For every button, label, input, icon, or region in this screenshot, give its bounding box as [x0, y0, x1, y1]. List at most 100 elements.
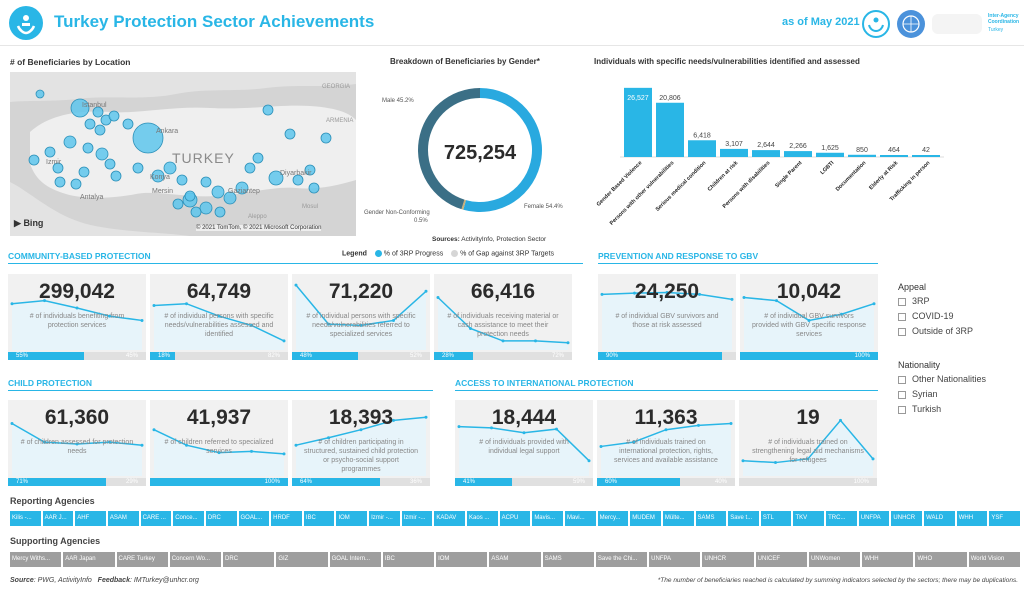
agency-tile[interactable]: AAR J...: [42, 511, 74, 526]
agency-tile[interactable]: Kaos ...: [467, 511, 498, 526]
agency-tile[interactable]: Conce...: [173, 511, 204, 526]
bar: [688, 140, 716, 157]
agency-tile[interactable]: Concern Wo...: [169, 552, 222, 567]
location-bubble: [199, 201, 213, 215]
agency-tile[interactable]: Kilis -...: [10, 511, 41, 526]
agency-tile[interactable]: Mercy Withs...: [10, 552, 62, 567]
checkbox-icon[interactable]: [898, 312, 906, 321]
agency-tile[interactable]: TRC...: [826, 511, 857, 526]
agency-tile[interactable]: Mavi...: [564, 511, 596, 526]
sparkline-area: [12, 300, 142, 350]
agency-tile[interactable]: Mülte...: [662, 511, 694, 526]
agency-tile[interactable]: ASAM: [107, 511, 139, 526]
appeal-option-outside[interactable]: Outside of 3RP: [898, 324, 1018, 339]
feedback-link[interactable]: IMTurkey@unhcr.org: [133, 577, 199, 584]
location-bubble: [214, 206, 226, 218]
agency-tile[interactable]: IBC: [303, 511, 335, 526]
agency-tile[interactable]: Mavis...: [532, 511, 563, 526]
agency-tile[interactable]: GIZ: [276, 552, 328, 567]
map-area[interactable]: TURKEY Istanbul Ankara Izmir Konya Antal…: [10, 72, 356, 236]
agency-tile[interactable]: Mercy...: [597, 511, 629, 526]
kpi-card[interactable]: 18,444 # of individuals provided with ind…: [455, 400, 593, 486]
appeal-option-covid[interactable]: COVID-19: [898, 309, 1018, 324]
nat-option-turkish[interactable]: Turkish: [898, 402, 1018, 417]
appeal-option-3rp[interactable]: 3RP: [898, 294, 1018, 309]
checkbox-icon[interactable]: [898, 375, 906, 384]
needs-chart[interactable]: 26,527 Gender Based Violence 20,806 Persons…: [590, 70, 1020, 240]
agency-tile[interactable]: IBC: [382, 552, 435, 567]
agency-tile[interactable]: IOM: [336, 511, 368, 526]
sparkline-point: [10, 422, 14, 425]
agency-tile[interactable]: Save t...: [728, 511, 759, 526]
agency-tile[interactable]: DRC: [223, 552, 275, 567]
agency-tile[interactable]: Izmir -...: [401, 511, 433, 526]
kpi-card[interactable]: 10,042 # of individual GBV survivors prov…: [740, 274, 878, 360]
agency-tile[interactable]: UNFPA: [649, 552, 701, 567]
agency-tile[interactable]: WHO: [915, 552, 967, 567]
agency-tile[interactable]: GOAL Intern...: [329, 552, 381, 567]
agency-tile[interactable]: UNHCR: [891, 511, 923, 526]
checkbox-icon[interactable]: [898, 405, 906, 414]
sparkline-point: [587, 459, 591, 463]
location-bubble: [308, 182, 320, 194]
kpi-card[interactable]: 11,363 # of individuals trained on intern…: [597, 400, 735, 486]
agency-tile[interactable]: AAR Japan: [63, 552, 115, 567]
agency-tile[interactable]: Save the Chi...: [595, 552, 648, 567]
kpi-card[interactable]: 61,360 # of children assessed for protect…: [8, 400, 146, 486]
bing-icon: ▶: [14, 218, 21, 228]
nat-option-syrian[interactable]: Syrian: [898, 387, 1018, 402]
checkbox-icon[interactable]: [898, 297, 906, 306]
kpi-value: 66,416: [470, 280, 536, 303]
agency-tile[interactable]: UNHCR: [702, 552, 754, 567]
agency-tile[interactable]: ASAM: [489, 552, 541, 567]
gender-donut[interactable]: 725,254 Male 45.2% Female 54.4% Gender N…: [364, 70, 580, 230]
kpi-card[interactable]: 64,749 # of individual persons with speci…: [150, 274, 288, 360]
agency-tile[interactable]: MUDEM: [630, 511, 661, 526]
agency-tile[interactable]: WHH: [862, 552, 914, 567]
agency-tile[interactable]: UNFPA: [858, 511, 890, 526]
agency-tile[interactable]: SAMS: [542, 552, 594, 567]
sparkline-point: [633, 291, 636, 295]
progress-bar: 90%: [598, 352, 736, 360]
agency-tile[interactable]: SAMS: [695, 511, 727, 526]
appeal-slicer: Appeal 3RP COVID-19 Outside of 3RP: [898, 282, 1018, 339]
kpi-card[interactable]: 71,220 # of individual persons with speci…: [292, 274, 430, 360]
agency-tile[interactable]: HRDF: [271, 511, 302, 526]
kpi-card[interactable]: 18,393 # of children participating in str…: [292, 400, 430, 486]
kpi-card[interactable]: 41,937 # of children referred to speciali…: [150, 400, 288, 486]
agency-tile[interactable]: AHF: [75, 511, 106, 526]
footer-left: Source: PWG, ActivityInfo Feedback: IMTu…: [10, 577, 199, 584]
agency-tile[interactable]: World Vision: [968, 552, 1020, 567]
agency-tile[interactable]: UNICEF: [755, 552, 807, 567]
agency-tile[interactable]: IOM: [436, 552, 488, 567]
nat-option-other[interactable]: Other Nationalities: [898, 372, 1018, 387]
kpi-description: # of individuals benefiting from protect…: [29, 313, 125, 329]
agency-tile[interactable]: WHH: [956, 511, 988, 526]
agency-tile[interactable]: KADAV: [434, 511, 466, 526]
agency-tile[interactable]: STL: [760, 511, 792, 526]
checkbox-icon[interactable]: [898, 327, 906, 336]
agency-tile[interactable]: DRC: [205, 511, 237, 526]
sparkline-point: [599, 444, 603, 448]
agency-tile[interactable]: WALD: [924, 511, 955, 526]
agency-tile[interactable]: YSF: [989, 511, 1020, 526]
kpi-card[interactable]: 299,042 # of individuals benefiting from …: [8, 274, 146, 360]
agency-tile[interactable]: UNWomen: [808, 552, 861, 567]
country-label: TURKEY: [172, 150, 235, 166]
bar-value-label: 2,266: [789, 143, 807, 150]
sparkline-area: [438, 297, 568, 350]
progress-bar: 100%: [150, 478, 288, 486]
kpi-card[interactable]: 66,416 # of individuals receiving materia…: [434, 274, 572, 360]
gap-label: 40%: [714, 479, 727, 485]
sparkline-point: [436, 296, 440, 299]
agency-tile[interactable]: CARE ...: [140, 511, 172, 526]
kpi-card[interactable]: 19 # of individuals trained on strengthen…: [739, 400, 877, 486]
agency-tile[interactable]: ACPU: [499, 511, 531, 526]
checkbox-icon[interactable]: [898, 390, 906, 399]
agency-tile[interactable]: TKV: [793, 511, 825, 526]
progress-bar: 55% 45%: [8, 352, 146, 360]
kpi-card[interactable]: 24,250 # of individual GBV survivors and …: [598, 274, 736, 360]
agency-tile[interactable]: Izmir -...: [369, 511, 400, 526]
agency-tile[interactable]: GOAL...: [238, 511, 270, 526]
agency-tile[interactable]: CARE Turkey: [116, 552, 168, 567]
